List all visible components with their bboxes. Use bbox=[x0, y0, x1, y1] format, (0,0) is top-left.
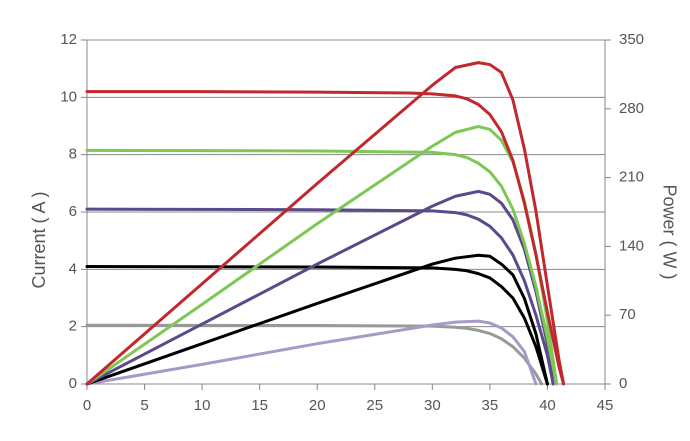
series-line bbox=[85, 253, 549, 386]
series-line bbox=[85, 90, 566, 386]
y-tick-label: 4 bbox=[69, 260, 77, 277]
y-tick-label: 8 bbox=[69, 146, 77, 163]
y2-tick-label: 0 bbox=[619, 375, 627, 392]
x-tick-label: 30 bbox=[424, 397, 441, 414]
x-tick-label: 5 bbox=[140, 397, 148, 414]
series-line bbox=[85, 264, 549, 386]
y-tick-label: 2 bbox=[69, 318, 77, 335]
series-line bbox=[85, 207, 555, 386]
x-tick-label: 0 bbox=[83, 397, 91, 414]
y-tick-label: 6 bbox=[69, 203, 77, 220]
y2-tick-label: 350 bbox=[619, 31, 644, 48]
y2-tick-label: 70 bbox=[619, 306, 636, 323]
y2-tick-label: 210 bbox=[619, 169, 644, 186]
series-line bbox=[85, 61, 566, 386]
x-tick-label: 35 bbox=[482, 397, 499, 414]
series-line bbox=[85, 319, 538, 386]
x-tick-label: 10 bbox=[194, 397, 211, 414]
y-tick-label: 0 bbox=[69, 375, 77, 392]
series-line bbox=[85, 148, 559, 386]
x-tick-label: 20 bbox=[309, 397, 326, 414]
y2-tick-label: 280 bbox=[619, 100, 644, 117]
x-tick-label: 45 bbox=[597, 397, 614, 414]
y-tick-label: 10 bbox=[60, 88, 77, 105]
y-tick-label: 12 bbox=[60, 31, 77, 48]
x-tick-label: 25 bbox=[366, 397, 383, 414]
series-line bbox=[85, 323, 544, 386]
x-tick-label: 15 bbox=[251, 397, 268, 414]
y2-tick-label: 140 bbox=[619, 237, 644, 254]
y2-axis-title: Power ( W ) bbox=[659, 184, 679, 279]
x-tick-label: 40 bbox=[539, 397, 556, 414]
y-axis-title: Current ( A ) bbox=[29, 191, 49, 288]
